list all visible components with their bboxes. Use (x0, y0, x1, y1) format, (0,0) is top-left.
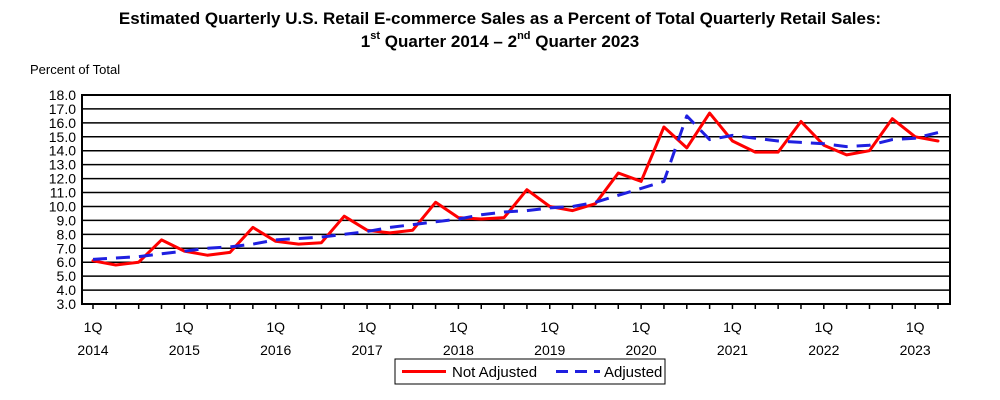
y-tick-label: 8.0 (57, 226, 77, 242)
x-tick-quarter: 1Q (175, 319, 194, 335)
title-start-rest: Quarter 2014 – 2 (380, 32, 518, 51)
x-tick-quarter: 1Q (266, 319, 285, 335)
x-tick-year: 2014 (77, 342, 108, 358)
y-tick-label: 13.0 (49, 157, 76, 173)
y-tick-label: 10.0 (49, 198, 76, 214)
y-tick-label: 16.0 (49, 115, 76, 131)
x-tick-year: 2015 (169, 342, 200, 358)
title-end-sup: nd (517, 30, 531, 43)
x-tick-year: 2019 (534, 342, 565, 358)
title-end-rest: Quarter 2023 (530, 32, 640, 51)
title-start-num: 1 (360, 32, 371, 51)
chart-title-line2: 1st Quarter 2014 – 2nd Quarter 2023 (0, 31, 1000, 53)
legend-label-adjusted: Adjusted (604, 364, 662, 381)
x-tick-quarter: 1Q (814, 319, 833, 335)
x-tick-year: 2017 (351, 342, 382, 358)
x-tick-quarter: 1Q (632, 319, 651, 335)
x-tick-year: 2022 (808, 342, 839, 358)
series-lines (91, 111, 940, 267)
x-tick-quarter: 1Q (358, 319, 377, 335)
x-tick-year: 2021 (717, 342, 748, 358)
y-axis-label: Percent of Total (30, 62, 121, 77)
y-tick-label: 15.0 (49, 129, 76, 145)
y-tick-label: 4.0 (57, 282, 77, 298)
y-tick-label: 14.0 (49, 143, 76, 159)
x-tick-quarter: 1Q (723, 319, 742, 335)
series-line-not-adjusted (91, 111, 940, 267)
y-tick-label: 17.0 (49, 101, 76, 117)
x-tick-year: 2016 (260, 342, 291, 358)
y-tick-label: 11.0 (50, 185, 76, 201)
y-tick-label: 6.0 (57, 254, 77, 270)
y-tick-label: 9.0 (57, 212, 77, 228)
y-tick-label: 12.0 (49, 171, 76, 187)
x-tick-quarter: 1Q (449, 319, 468, 335)
x-tick-quarter: 1Q (906, 319, 925, 335)
grid-lines (82, 108, 950, 291)
axis-ticks: 3.04.05.06.07.08.09.010.011.012.013.014.… (49, 87, 939, 358)
x-tick-quarter: 1Q (540, 319, 559, 335)
y-tick-label: 3.0 (57, 296, 77, 312)
y-tick-label: 7.0 (57, 240, 77, 256)
chart-title-line1: Estimated Quarterly U.S. Retail E-commer… (118, 9, 882, 28)
y-tick-label: 18.0 (49, 87, 76, 103)
plot-frame (81, 94, 951, 305)
x-tick-quarter: 1Q (84, 319, 103, 335)
legend: Not Adjusted Adjusted (394, 358, 666, 385)
x-tick-year: 2020 (626, 342, 657, 358)
x-tick-year: 2023 (900, 342, 931, 358)
title-start-sup: st (370, 30, 381, 43)
legend-label-not-adjusted: Not Adjusted (452, 364, 537, 381)
x-tick-year: 2018 (443, 342, 474, 358)
y-tick-label: 5.0 (57, 268, 77, 284)
series-line-adjusted (92, 114, 939, 261)
